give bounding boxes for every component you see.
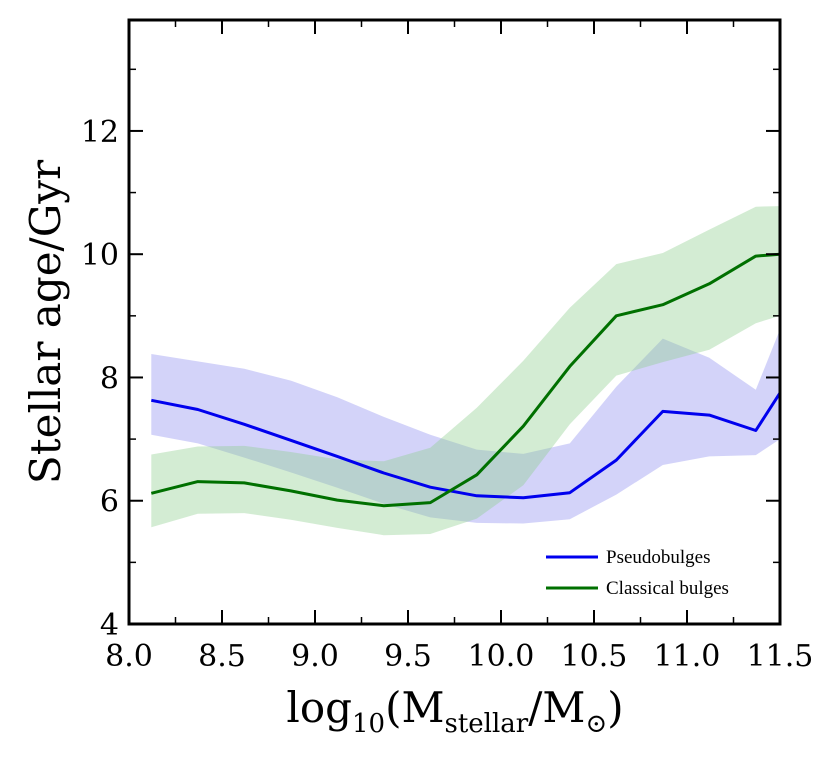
series-line-classical-bulges — [150, 252, 780, 508]
plot-frame — [127, 18, 782, 626]
series-line-pseudobulges — [151, 392, 780, 500]
x-tick-label: 8.5 — [198, 639, 246, 674]
x-tick-label: 11.5 — [747, 639, 814, 674]
y-axis-title: Stellar age/Gyr — [21, 159, 70, 484]
y-tick-label: 4 — [100, 608, 119, 643]
legend: Pseudobulges Classical bulges — [546, 547, 729, 599]
y-tick-label: 8 — [100, 361, 119, 396]
x-tick-label: 11.0 — [654, 639, 721, 674]
band-pseudobulges — [151, 329, 780, 524]
x-tick-label: 9.0 — [291, 639, 339, 674]
tick-labels: 8.0 8.5 9.0 9.5 10.0 10.5 11.0 11.5 4 6 8 10 12 — [81, 115, 814, 674]
legend-label-classical-bulges: Classical bulges — [606, 578, 729, 599]
band-classical-bulges — [151, 206, 780, 536]
legend-label-pseudobulges: Pseudobulges — [606, 547, 711, 568]
y-tick-label: 12 — [81, 115, 119, 150]
y-tick-label: 6 — [100, 485, 119, 520]
x-tick-label: 10.0 — [468, 639, 535, 674]
y-tick-label: 10 — [81, 238, 119, 273]
x-tick-label: 10.5 — [561, 639, 628, 674]
x-tick-label: 8.0 — [105, 639, 153, 674]
series-lines — [150, 252, 780, 508]
x-tick-label: 9.5 — [384, 639, 432, 674]
x-axis-title: log10(Mstellar/M⊙) — [286, 683, 623, 739]
confidence-bands — [151, 206, 780, 536]
